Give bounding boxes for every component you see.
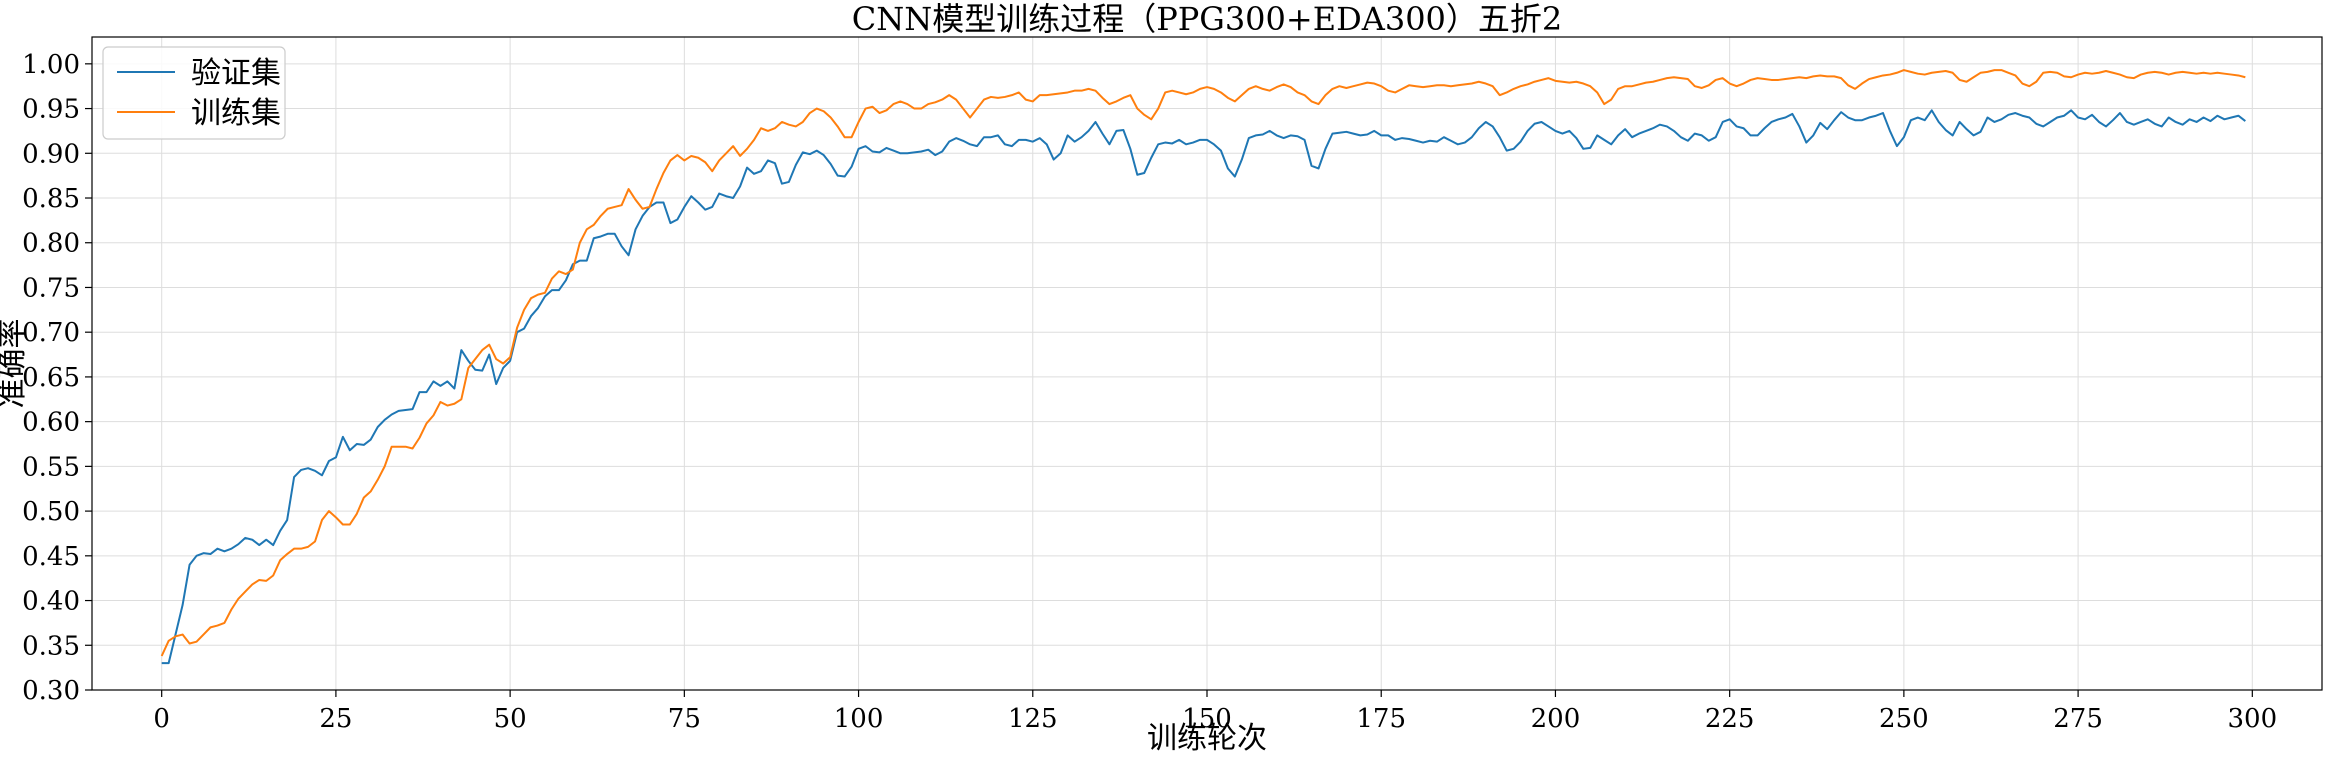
series-line-training <box>160 69 2246 657</box>
x-tick-label: 275 <box>2053 704 2103 734</box>
y-tick-label: 0.30 <box>22 676 80 706</box>
x-tick-label: 0 <box>153 704 170 734</box>
x-tick-label: 50 <box>494 704 527 734</box>
y-tick-label: 0.40 <box>22 587 80 617</box>
x-tick-label: 125 <box>1008 704 1058 734</box>
x-tick-label: 75 <box>668 704 701 734</box>
x-tick-label: 25 <box>319 704 352 734</box>
x-axis-label: 训练轮次 <box>1147 721 1267 756</box>
x-tick-label: 175 <box>1356 704 1406 734</box>
y-tick-label: 0.90 <box>22 139 80 169</box>
series-group <box>160 69 2246 665</box>
x-tick-label: 150 <box>1182 704 1232 734</box>
legend: 验证集 训练集 <box>102 46 286 140</box>
y-tick-label: 0.35 <box>22 631 80 661</box>
y-tick-label: 0.80 <box>22 229 80 259</box>
y-tick-label: 0.55 <box>22 452 80 482</box>
x-tick-label: 200 <box>1531 704 1581 734</box>
y-tick-label: 0.70 <box>22 318 80 348</box>
x-tick-label: 250 <box>1879 704 1929 734</box>
x-tick-label: 225 <box>1705 704 1755 734</box>
ticks: 0 25 50 75 100 125 150 175 200 225 250 275 300 0.30 0.… <box>22 50 2277 734</box>
y-tick-label: 0.85 <box>22 184 80 214</box>
legend-label-validation: 验证集 <box>191 56 281 91</box>
y-tick-label: 0.45 <box>22 542 80 572</box>
legend-label-training: 训练集 <box>191 96 281 131</box>
y-tick-label: 0.65 <box>22 363 80 393</box>
y-tick-label: 1.00 <box>22 50 80 80</box>
chart-title: CNN模型训练过程（PPG300+EDA300）五折2 <box>852 0 1563 38</box>
y-tick-label: 0.95 <box>22 95 80 125</box>
legend-box <box>102 46 286 140</box>
y-tick-label: 0.75 <box>22 273 80 303</box>
y-tick-label: 0.50 <box>22 497 80 527</box>
y-axis-label: 准确率 <box>0 319 30 409</box>
y-tick-label: 0.60 <box>22 408 80 438</box>
x-tick-label: 300 <box>2227 704 2277 734</box>
x-tick-label: 100 <box>834 704 884 734</box>
